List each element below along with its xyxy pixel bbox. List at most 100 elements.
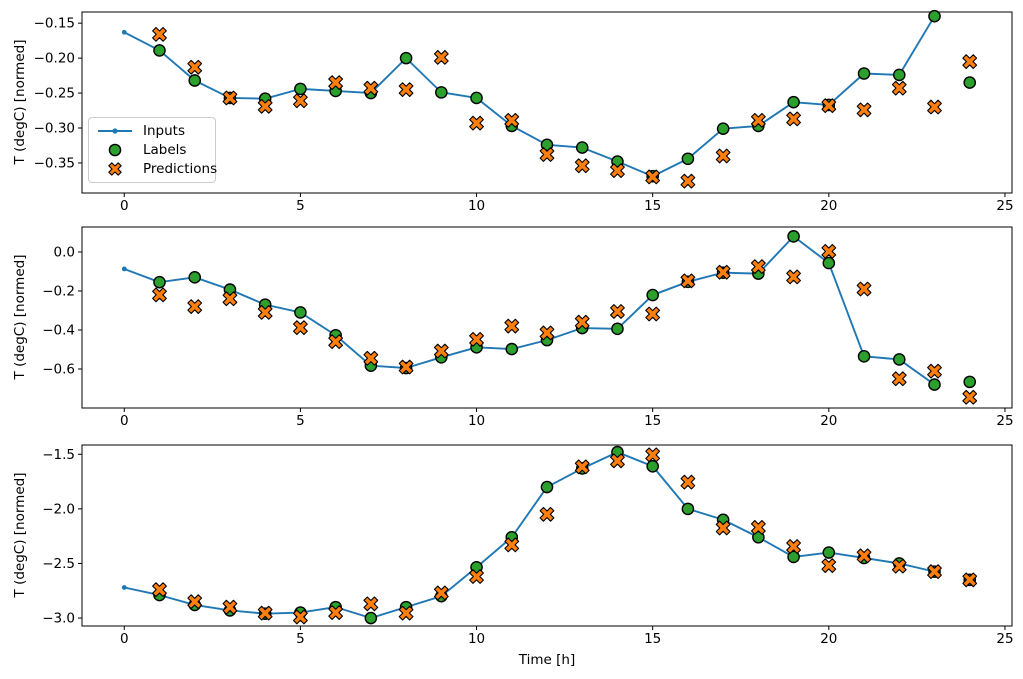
predictions-marker	[574, 459, 590, 475]
labels-marker	[681, 502, 695, 516]
predictions-marker	[152, 582, 167, 598]
inputs-line-icon	[95, 123, 135, 139]
x-tick-label: 10	[468, 631, 485, 647]
y-tick-label: −3.0	[42, 611, 75, 627]
predictions-marker	[187, 594, 203, 610]
labels-marker	[435, 86, 448, 99]
predictions-marker	[856, 102, 872, 118]
labels-marker	[892, 68, 906, 82]
labels-marker	[752, 530, 765, 544]
predictions-marker	[363, 596, 379, 612]
y-tick-label: −0.20	[34, 51, 75, 67]
labels-marker	[646, 288, 659, 302]
y-tick-label: −0.35	[34, 155, 75, 171]
predictions-marker	[927, 564, 942, 580]
predictions-marker	[645, 169, 661, 185]
predictions-marker	[891, 80, 907, 96]
predictions-marker	[856, 548, 872, 564]
y-axis-label-subplot-2: T (degC) [normed]	[12, 254, 28, 380]
x-tick-label: 20	[820, 198, 837, 214]
predictions-marker	[363, 350, 379, 366]
legend-item-labels: Labels	[95, 141, 209, 159]
labels-marker	[399, 51, 413, 65]
x-tick-label: 25	[996, 413, 1013, 429]
legend-item-predictions: Predictions	[95, 160, 217, 178]
predictions-marker	[539, 506, 555, 522]
x-tick-label: 25	[996, 198, 1013, 214]
subplot-2: 0 5 10 15 20 25 0.0 −0.2 −0.4 −0.6	[42, 226, 1014, 429]
labels-marker	[540, 480, 554, 494]
inputs-line	[124, 451, 935, 619]
predictions-marker	[680, 173, 696, 189]
predictions-marker	[750, 259, 766, 274]
predictions-marker	[962, 54, 978, 70]
labels-marker	[892, 353, 906, 366]
labels-marker	[963, 76, 977, 89]
legend-predictions-x	[108, 162, 122, 177]
subplot-3: 0 5 10 15 20 25 −1.5 −2.0 −2.5 −3.0	[42, 444, 1014, 647]
axes-frame	[81, 444, 1013, 627]
x-tick-label: 0	[120, 631, 129, 647]
predictions-marker	[574, 314, 590, 330]
predictions-marker	[750, 112, 766, 128]
legend-inputs-dot	[112, 128, 118, 134]
predictions-marker	[433, 50, 449, 65]
legend-label-inputs: Inputs	[143, 122, 185, 139]
predictions-marker	[750, 520, 766, 535]
y-tick-label: 0.0	[54, 244, 75, 260]
predictions-marker	[715, 148, 731, 164]
x-tick-label: 15	[644, 413, 661, 429]
legend-labels-circle	[108, 143, 122, 157]
predictions-marker	[786, 539, 801, 554]
predictions-x-icon	[95, 161, 135, 177]
labels-marker	[153, 44, 166, 57]
predictions-marker	[328, 75, 344, 90]
predictions-marker	[610, 163, 625, 179]
y-tick-label: −2.5	[42, 556, 75, 572]
predictions-marker	[715, 520, 731, 536]
y-axis-label-subplot-3: T (degC) [normed]	[12, 472, 28, 598]
y-tick-label: −0.30	[34, 121, 75, 137]
predictions-marker	[645, 306, 661, 322]
predictions-marker	[891, 371, 907, 387]
labels-marker	[857, 67, 871, 80]
predictions-marker	[293, 320, 308, 336]
labels-marker	[364, 611, 378, 625]
predictions-marker	[962, 389, 978, 405]
predictions-marker	[187, 299, 203, 314]
legend: Inputs Labels Predictions	[88, 117, 217, 183]
labels-marker	[787, 550, 800, 564]
predictions-marker	[293, 609, 308, 625]
labels-marker	[928, 378, 941, 391]
predictions-marker	[962, 572, 978, 588]
predictions-marker	[927, 363, 942, 379]
labels-marker	[470, 91, 483, 105]
predictions-marker	[610, 304, 625, 319]
predictions-marker	[680, 273, 696, 289]
y-tick-label: −0.2	[42, 283, 75, 299]
predictions-marker	[222, 90, 238, 106]
y-tick-label: −1.5	[42, 447, 75, 463]
x-tick-label: 15	[644, 631, 661, 647]
labels-marker	[611, 322, 624, 336]
labels-marker	[153, 275, 166, 289]
labels-marker	[963, 375, 977, 389]
predictions-marker	[821, 243, 837, 259]
labels-marker	[294, 306, 307, 319]
x-tick-label: 10	[468, 413, 485, 429]
y-tick-label: −0.4	[42, 322, 75, 338]
predictions-marker	[574, 158, 590, 174]
labels-marker	[857, 350, 871, 363]
subplot-1: 0 5 10 15 20 25 −0.15 −0.20 −0.25 −0.30 −0.35	[34, 9, 1014, 214]
predictions-marker	[821, 558, 837, 574]
inputs-dot-marker	[121, 29, 127, 35]
labels-marker	[188, 271, 202, 284]
predictions-marker	[469, 331, 484, 347]
x-tick-label: 20	[820, 631, 837, 647]
predictions-marker	[504, 112, 520, 128]
legend-label-predictions: Predictions	[143, 161, 218, 178]
predictions-marker	[504, 318, 520, 334]
predictions-marker	[398, 359, 414, 375]
x-tick-label: 5	[296, 413, 305, 429]
